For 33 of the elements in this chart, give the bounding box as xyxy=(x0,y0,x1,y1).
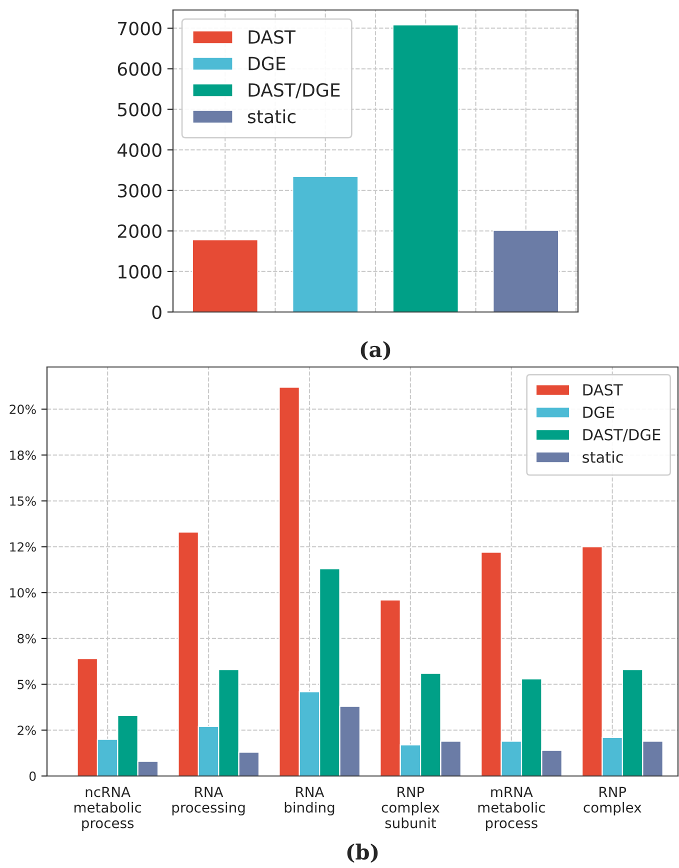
y-tick-label: 18% xyxy=(10,450,36,460)
y-tick-label: 1000 xyxy=(118,264,162,279)
y-tick-label: 15% xyxy=(10,496,36,506)
x-tick-label: RNP complex xyxy=(584,786,642,816)
x-tick-label: RNP complex subunit xyxy=(382,786,440,828)
x-tick-label: mRNA metabolic process xyxy=(478,786,545,831)
legend-label: DAST xyxy=(248,30,296,44)
y-tick-label: 10% xyxy=(10,588,36,598)
y-tick-label: 12% xyxy=(10,542,36,552)
y-tick-label: 8% xyxy=(18,634,36,644)
text: (a) xyxy=(360,341,390,360)
legend-label: DGE xyxy=(583,406,614,418)
x-tick-label: RNA processing xyxy=(172,786,245,816)
legend-label: static xyxy=(248,109,296,124)
y-tick-label: 2000 xyxy=(118,224,162,238)
text: (b) xyxy=(347,844,378,863)
y-tick-label: 4000 xyxy=(118,143,162,157)
y-tick-label: 7000 xyxy=(118,22,162,36)
y-tick-label: 3000 xyxy=(118,184,162,198)
y-tick-label: 5000 xyxy=(118,102,162,116)
legend-label: DGE xyxy=(248,56,286,70)
y-tick-label: 20% xyxy=(10,404,36,414)
y-tick-label: 6000 xyxy=(118,62,162,76)
y-tick-label: 5% xyxy=(18,680,36,690)
legend-label: DAST/DGE xyxy=(583,428,660,442)
legend-label: DAST/DGE xyxy=(248,83,340,98)
legend-label: DAST xyxy=(583,384,623,396)
x-tick-label: ncRNA metabolic process xyxy=(74,786,142,831)
y-tick-label: 2% xyxy=(18,726,36,736)
y-tick-label: 0 xyxy=(152,305,162,320)
y-tick-label: 0 xyxy=(29,771,36,781)
legend-label: static xyxy=(582,451,623,463)
x-tick-label: RNA binding xyxy=(284,786,334,816)
